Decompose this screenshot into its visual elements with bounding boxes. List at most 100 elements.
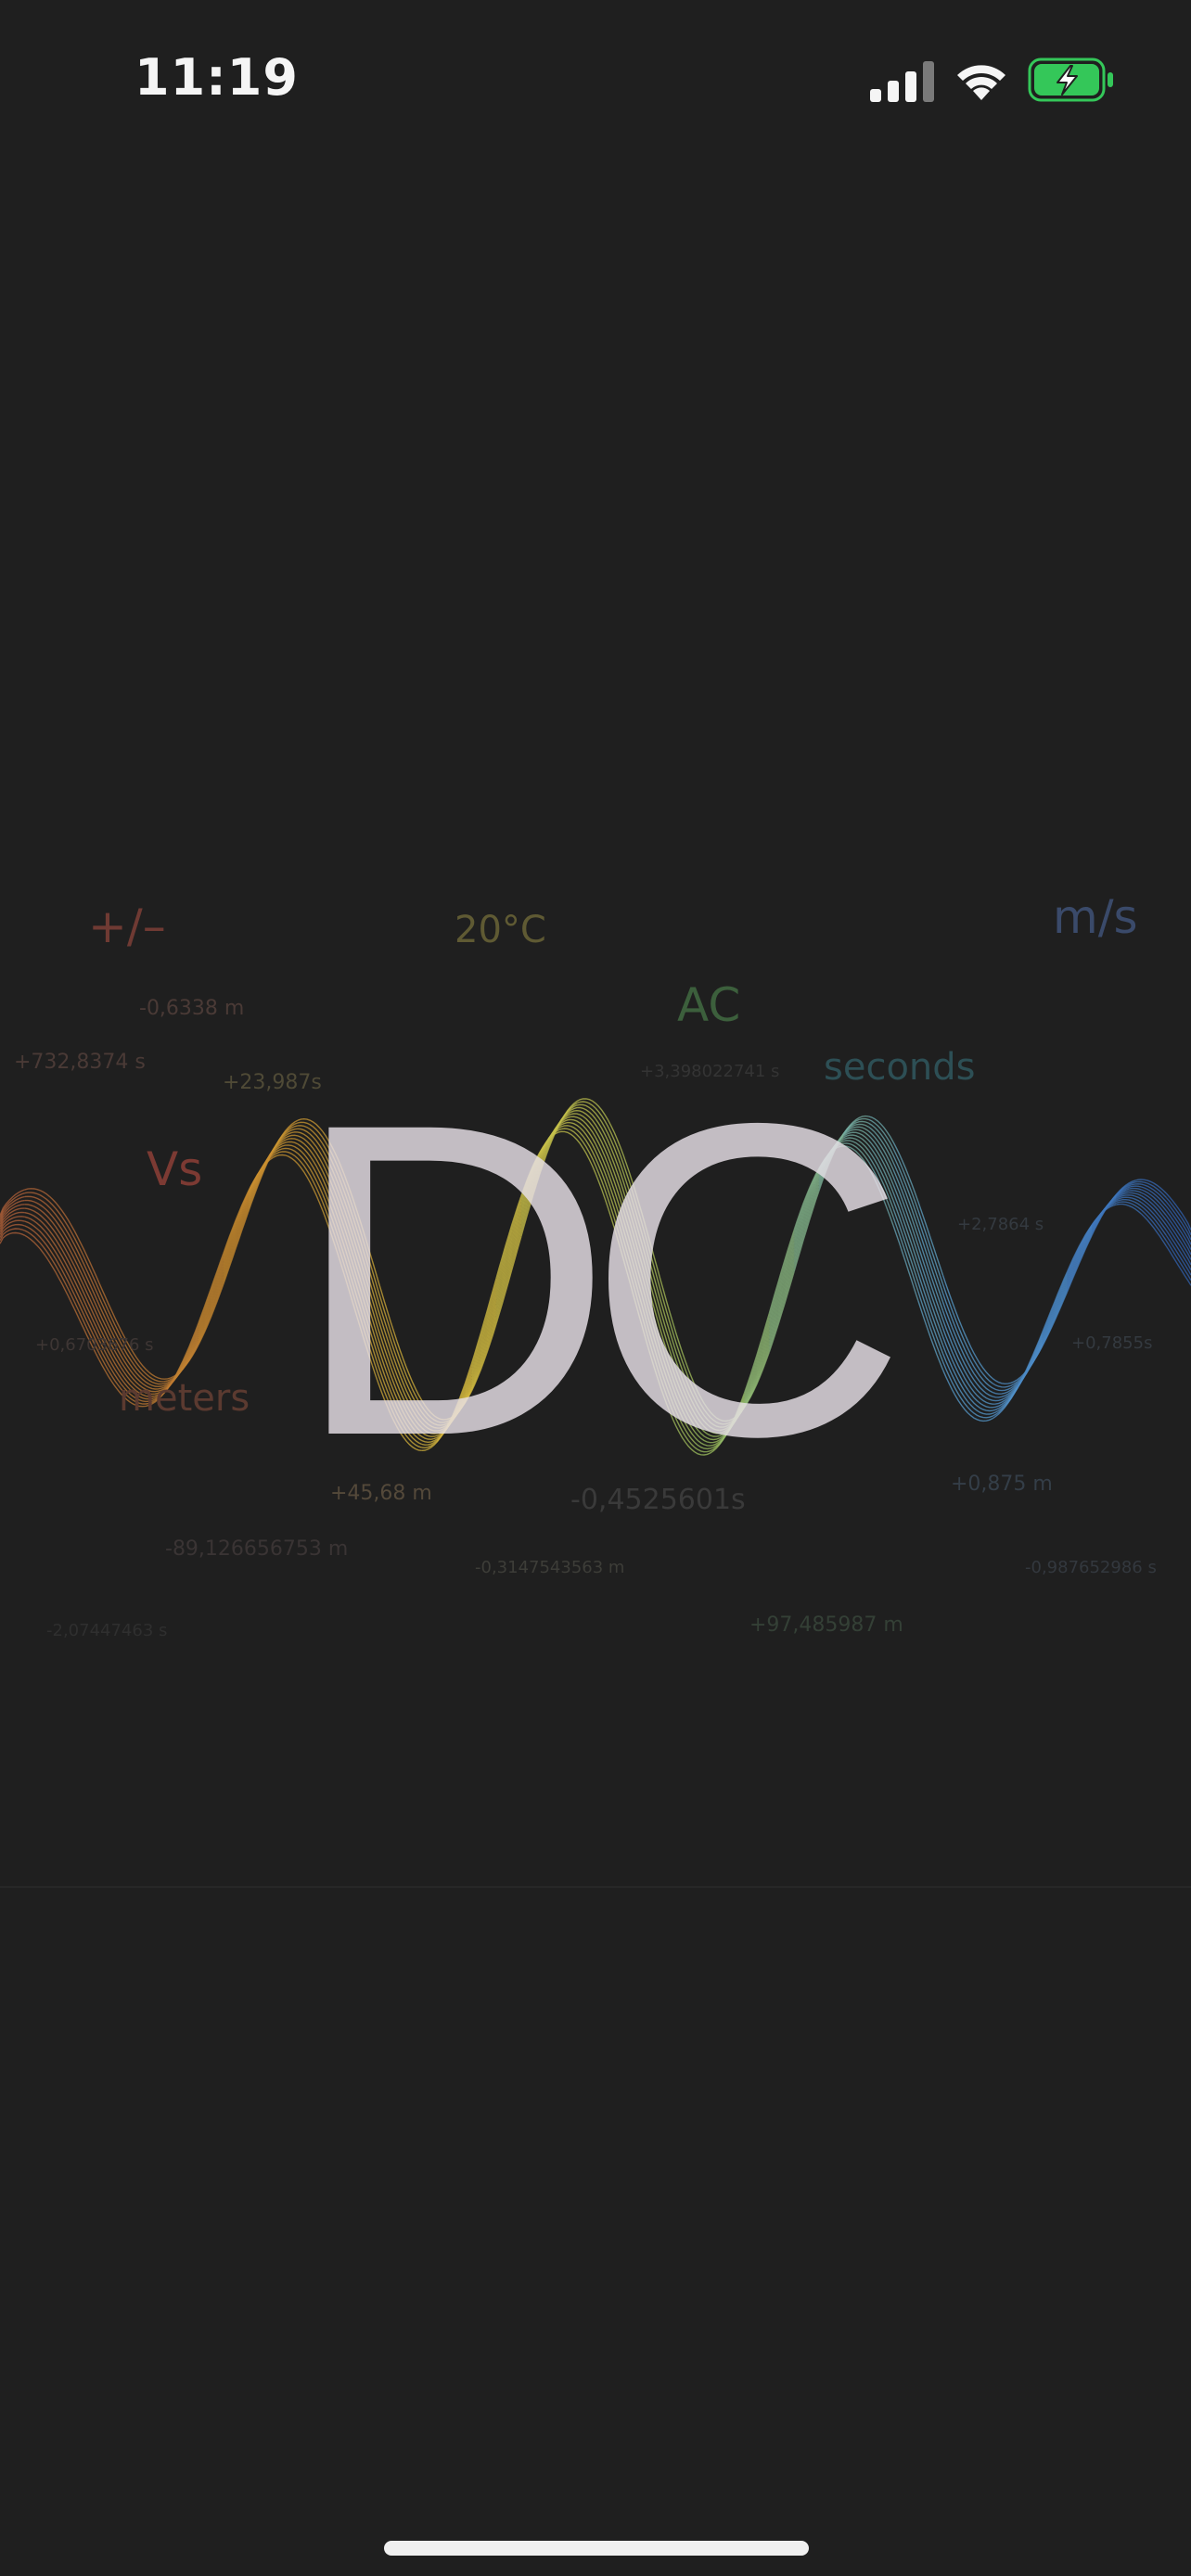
reading-value: +97,485987 m (749, 1613, 903, 1637)
wave-line-segment (793, 1180, 820, 1256)
reading-value: +732,8374 s (14, 1051, 146, 1074)
wave-line-segment (396, 1413, 423, 1446)
wave-line-segment (371, 1328, 398, 1399)
wave-line-segment (98, 1359, 125, 1398)
wave-line-segment (867, 1130, 894, 1170)
wave-line-segment (371, 1260, 398, 1342)
wave-line-segment (0, 1223, 25, 1238)
wave-line-segment (470, 1323, 497, 1392)
wave-line-segment (322, 1150, 349, 1210)
plus-minus-label: +/– (88, 899, 166, 953)
wave-line-segment (694, 1443, 721, 1453)
wave-line-segment (1141, 1202, 1167, 1231)
wave-line-segment (148, 1378, 174, 1407)
wave-line-segment (595, 1124, 621, 1182)
wave-line-segment (570, 1118, 596, 1144)
wave-line-segment (1066, 1232, 1093, 1290)
reading-value: +45,68 m (330, 1482, 432, 1505)
wave-line-segment (620, 1248, 647, 1338)
wave-line-segment (941, 1361, 968, 1409)
wave-line-segment (743, 1328, 770, 1402)
wave-line-segment (73, 1308, 100, 1361)
wave-line-segment (892, 1154, 919, 1219)
wave-line-segment (48, 1249, 75, 1295)
wave-line-segment (123, 1342, 149, 1377)
home-indicator[interactable] (384, 2541, 809, 2556)
cellular-signal-icon (870, 61, 934, 102)
wave-line-segment (322, 1186, 349, 1256)
wave-line-segment (396, 1406, 423, 1442)
wave-line-segment (570, 1122, 596, 1152)
wave-line-segment (669, 1404, 696, 1448)
wave-line-segment (595, 1173, 621, 1249)
wave-line-segment (24, 1192, 50, 1203)
wave-line-segment (768, 1259, 795, 1344)
wave-line-segment (223, 1202, 250, 1273)
wave-line-segment (123, 1377, 149, 1397)
wave-line-segment (123, 1348, 149, 1382)
wave-line-segment (595, 1103, 621, 1148)
wave-line-segment (743, 1335, 770, 1405)
wave-line-segment (346, 1209, 373, 1291)
wave-line-segment (644, 1234, 671, 1323)
wave-line-segment (843, 1126, 869, 1135)
wave-line-segment (1165, 1234, 1191, 1276)
wave-line-segment (48, 1255, 75, 1303)
wave-line-segment (892, 1168, 919, 1237)
wave-line-segment (620, 1208, 647, 1297)
wave-line-segment (48, 1212, 75, 1253)
wave-line-segment (743, 1332, 770, 1404)
wave-line-segment (73, 1251, 100, 1306)
wave-line-segment (917, 1254, 944, 1329)
wave-line-segment (1165, 1224, 1191, 1266)
wave-line-segment (1116, 1187, 1142, 1196)
wave-line-segment (793, 1178, 820, 1253)
wave-line-segment (793, 1167, 820, 1231)
wave-line-segment (570, 1133, 596, 1174)
wave-line-segment (644, 1316, 671, 1396)
wave-line-segment (520, 1155, 547, 1237)
wave-line-segment (1066, 1231, 1093, 1288)
wave-line-segment (495, 1199, 522, 1283)
wave-line-segment (892, 1192, 919, 1265)
wave-line-segment (98, 1339, 125, 1384)
wave-line-segment (48, 1236, 75, 1282)
wave-line-segment (421, 1422, 447, 1432)
wave-line-segment (1141, 1183, 1167, 1203)
reading-value: +3,398022741 s (640, 1062, 780, 1081)
wave-line-segment (223, 1198, 250, 1268)
wave-line-segment (0, 1211, 25, 1230)
wave-line-segment (793, 1175, 820, 1249)
wave-line-segment (470, 1311, 497, 1387)
reading-value: -2,07447463 s (46, 1621, 168, 1640)
wave-line-segment (1116, 1194, 1142, 1200)
wave-line-segment (768, 1237, 795, 1322)
wave-line-segment (595, 1157, 621, 1230)
wave-line-segment (421, 1427, 447, 1435)
wave-line-segment (470, 1286, 497, 1371)
wave-line-segment (520, 1147, 547, 1221)
wave-line-segment (297, 1128, 324, 1151)
wave-line-segment (620, 1199, 647, 1287)
wave-line-segment (1141, 1192, 1167, 1217)
wave-line-segment (24, 1225, 51, 1250)
wave-line-segment (694, 1384, 721, 1421)
speed-unit-label: m/s (1053, 890, 1138, 944)
wave-line-segment (867, 1167, 894, 1226)
wave-line-segment (595, 1113, 621, 1165)
wave-line-segment (371, 1337, 398, 1407)
temperature-label: 20°C (455, 909, 546, 951)
wave-line-segment (992, 1387, 1018, 1420)
wave-line-segment (520, 1145, 547, 1218)
wave-line-segment (272, 1151, 299, 1159)
wave-line-segment (198, 1261, 224, 1331)
wave-line-segment (322, 1130, 349, 1183)
wave-line-segment (892, 1184, 919, 1256)
wave-line-segment (892, 1200, 919, 1273)
wave-line-segment (470, 1320, 497, 1391)
wave-line-segment (470, 1294, 497, 1377)
wave-line-segment (0, 1228, 26, 1242)
wave-line-segment (24, 1234, 51, 1263)
wave-line-segment (272, 1154, 299, 1165)
wave-line-segment (396, 1383, 423, 1429)
